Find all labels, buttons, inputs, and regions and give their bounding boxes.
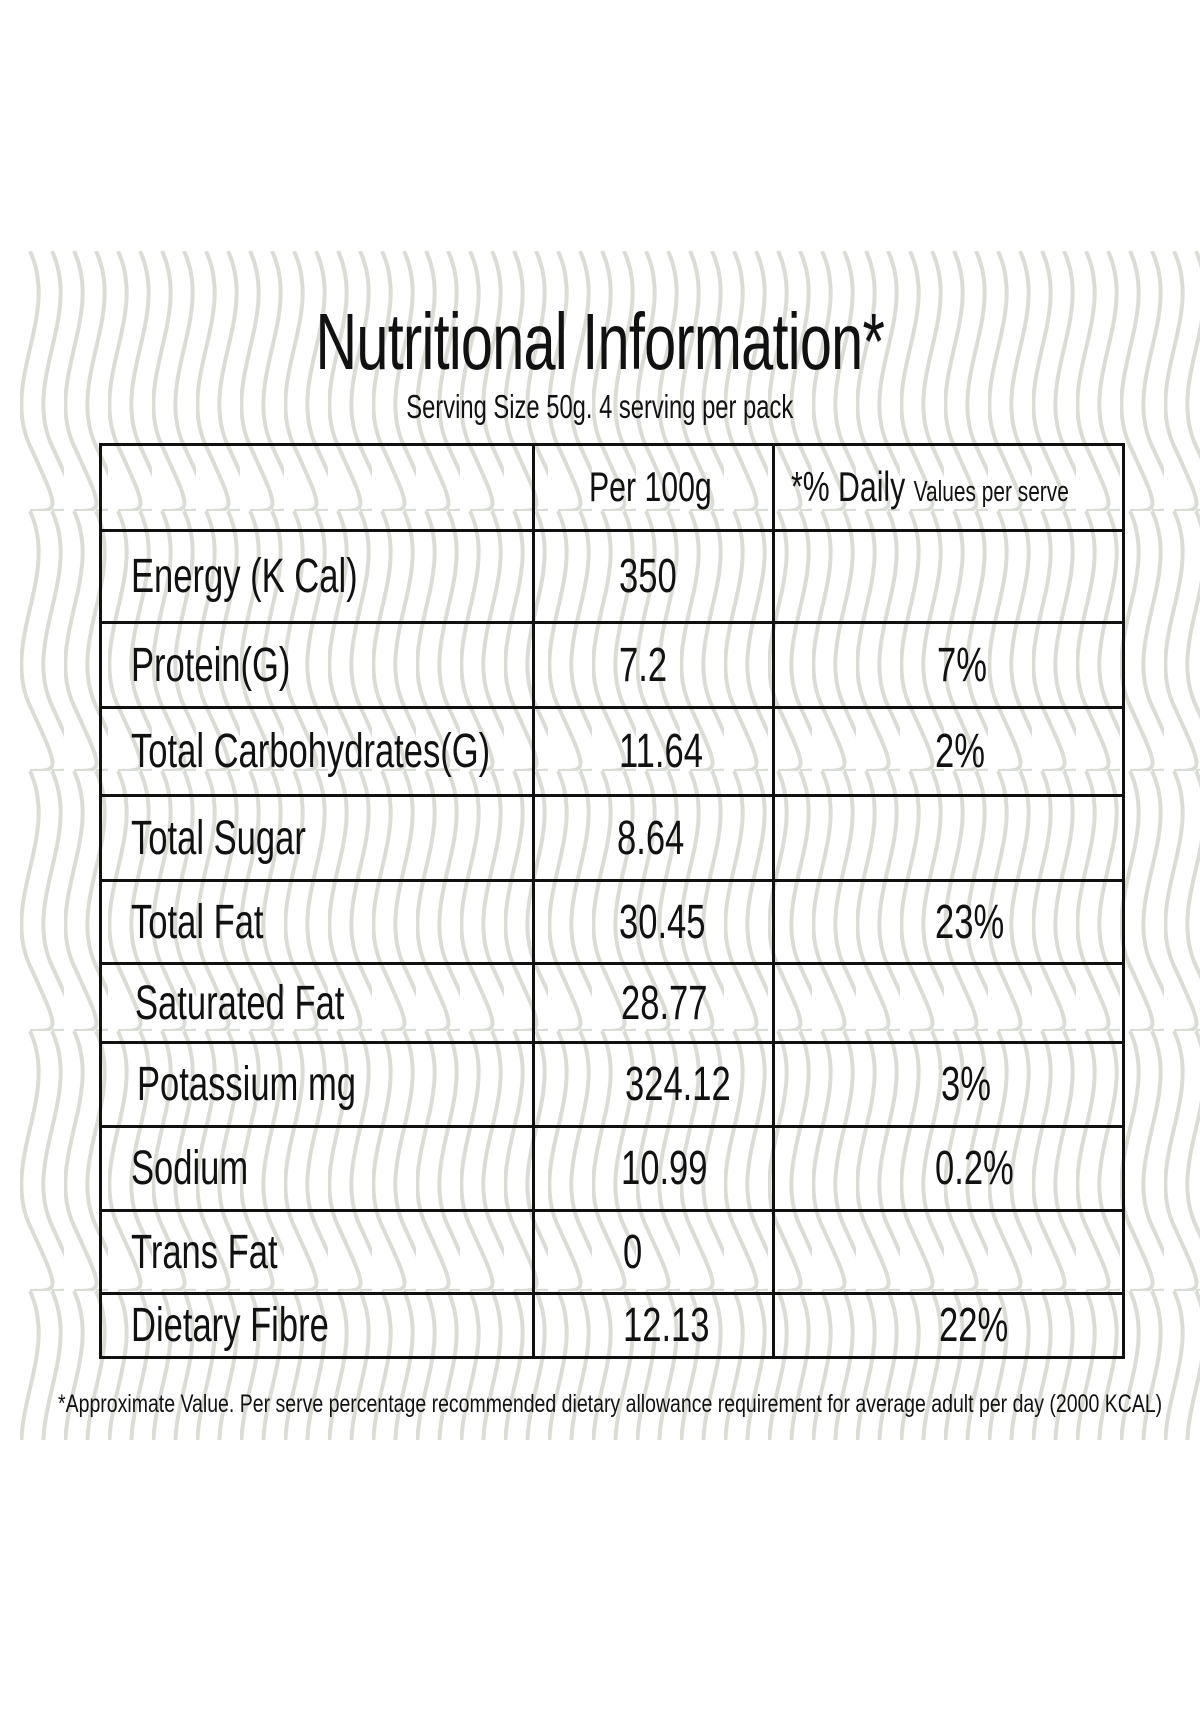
nutrition-table: Per 100g *% Daily Values per serve Energ… [99,443,1125,1359]
table-rule [99,706,1125,709]
per-100g-value: 8.64 [617,811,685,865]
table-rule [99,1356,1125,1359]
per-100g-value: 7.2 [619,638,668,692]
header-daily: *% Daily Values per serve [791,463,1069,510]
nutrient-label: Trans Fat [131,1225,278,1279]
page-title: Nutritional Information* [315,297,885,386]
per-100g-value: 30.45 [619,895,706,949]
daily-value: 7% [937,638,987,692]
serving-size: Serving Size 50g. 4 serving per pack [406,388,794,425]
table-rule [99,1209,1125,1212]
per-100g-value: 350 [619,550,677,603]
per-100g-value: 324.12 [625,1058,731,1111]
table-rule [99,443,1125,446]
daily-value: 2% [935,725,985,778]
nutrient-label: Protein(G) [131,638,291,692]
table-rule [99,1125,1125,1128]
nutrient-label: Total Carbohydrates(G) [131,725,491,778]
footnote: *Approximate Value. Per serve percentage… [58,1390,1163,1418]
per-100g-value: 12.13 [623,1299,710,1352]
table-rule [99,794,1125,797]
nutrient-label: Sodium [131,1142,249,1195]
table-rule [99,1041,1125,1044]
daily-value: 0.2% [935,1142,1014,1195]
table-rule [99,962,1125,965]
daily-value: 3% [941,1058,991,1111]
nutrient-label: Potassium mg [137,1058,356,1111]
header-per-100g: Per 100g [589,463,712,510]
nutrient-label: Energy (K Cal) [131,550,358,603]
nutrient-label: Total Sugar [131,811,306,865]
nutrient-label: Saturated Fat [135,976,345,1030]
daily-value: 22% [939,1299,1009,1352]
per-100g-value: 10.99 [621,1142,708,1195]
wave-pattern-background [20,251,1200,1440]
per-100g-value: 11.64 [619,725,703,778]
per-100g-value: 0 [623,1225,643,1279]
table-rule [99,1292,1125,1295]
nutrient-label: Dietary Fibre [131,1299,329,1352]
daily-value: 23% [935,895,1005,949]
per-100g-value: 28.77 [621,976,708,1030]
table-rule [99,621,1125,624]
table-rule [99,879,1125,882]
table-rule [99,529,1125,532]
nutrient-label: Total Fat [131,895,264,949]
